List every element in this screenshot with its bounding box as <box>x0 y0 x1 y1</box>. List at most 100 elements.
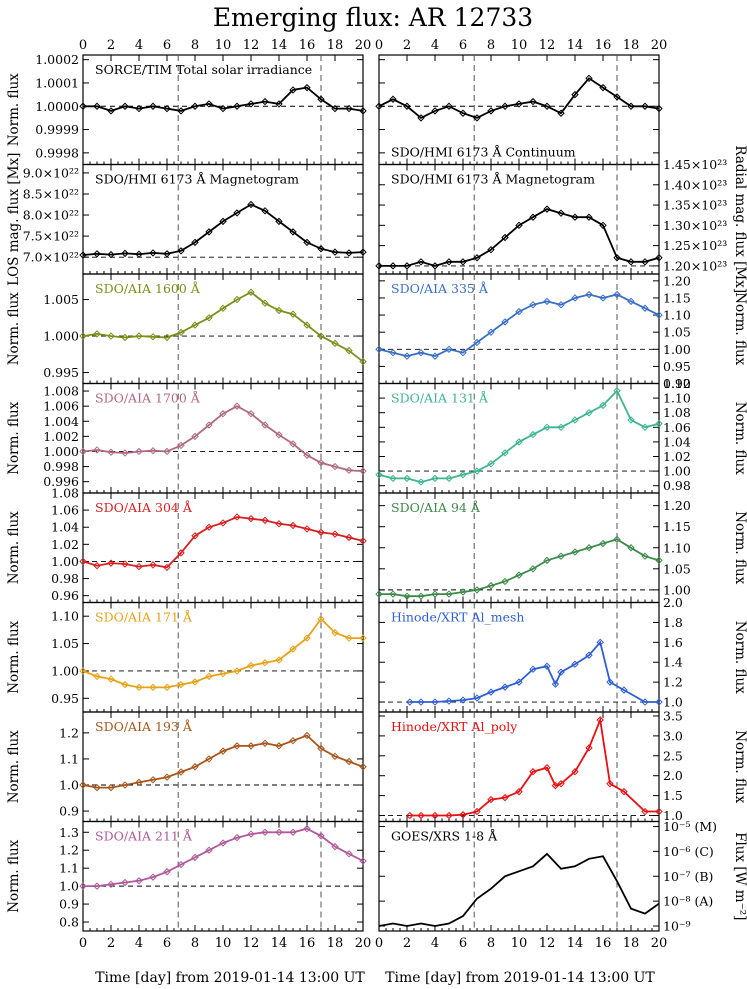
data-point <box>233 102 241 110</box>
series-line-aia94 <box>379 538 660 598</box>
data-point <box>177 328 185 337</box>
y-tick-label: 1.05 <box>51 636 79 651</box>
data-point <box>375 102 383 110</box>
data-point <box>177 860 185 869</box>
data-point <box>135 683 143 692</box>
panel-label: SDO/HMI 6173 Å Magnetogram <box>391 172 595 187</box>
y-tick-label: 1.0 <box>59 778 79 793</box>
data-point <box>627 102 635 110</box>
y-tick-label: 9.0×10²² <box>23 165 79 180</box>
y-axis-label: Norm. flux <box>6 401 22 474</box>
data-point <box>261 207 269 215</box>
x-tick-label-top: 12 <box>539 38 556 53</box>
data-point <box>331 104 339 113</box>
data-point <box>177 680 185 689</box>
y-axis-label: Norm. flux <box>6 511 22 584</box>
x-tick-label-bottom: 2 <box>107 936 115 951</box>
x-tick-label-bottom: 16 <box>299 936 316 951</box>
data-point <box>627 416 635 424</box>
data-point <box>275 306 283 315</box>
data-point <box>473 586 481 594</box>
data-point <box>79 102 87 110</box>
data-point <box>275 828 283 836</box>
series-line-aia193 <box>82 734 364 789</box>
data-point <box>331 248 339 256</box>
data-point <box>431 107 439 115</box>
data-point <box>655 698 663 706</box>
data-point <box>331 462 339 471</box>
data-point <box>205 672 213 681</box>
data-point <box>317 459 325 467</box>
data-point <box>599 401 607 410</box>
data-point <box>473 338 481 347</box>
data-point <box>501 683 509 691</box>
data-point <box>529 430 537 439</box>
data-point <box>205 421 213 429</box>
y-tick-label: 1.04 <box>51 520 79 535</box>
data-point <box>613 254 621 262</box>
data-point <box>551 781 560 790</box>
data-point <box>149 333 157 341</box>
panel-xrt_poly: 1.0 1.5 2.0 2.5 3.0 3.5 Hinode/XRT Al_poly Norm… <box>378 708 747 823</box>
data-point <box>93 783 101 792</box>
data-point <box>417 811 425 820</box>
data-point <box>599 539 607 548</box>
data-point <box>459 696 467 704</box>
data-point <box>233 513 241 521</box>
data-point <box>205 100 213 108</box>
y-tick-label: 1.8 <box>663 615 683 630</box>
y-tick-label: 1.1 <box>59 861 79 876</box>
panel-radial: 1.20×10²³ 1.25×10²³ 1.30×10²³ 1.35×10²³ 1.40… <box>375 145 747 293</box>
data-point <box>107 448 115 456</box>
data-point <box>487 107 495 115</box>
data-point <box>317 245 325 253</box>
data-point <box>107 880 115 889</box>
data-point <box>359 537 367 545</box>
data-point <box>551 680 560 688</box>
panel-aia171: 0.95 1.00 1.05 1.10 SDO/AIA 171 Å Norm. flux <box>6 601 367 713</box>
data-point <box>359 634 367 642</box>
data-point <box>261 739 269 747</box>
data-point <box>289 440 297 448</box>
data-point <box>247 661 255 670</box>
data-point <box>515 571 523 579</box>
data-point <box>149 447 157 455</box>
data-point <box>219 409 227 418</box>
data-point <box>627 258 635 266</box>
x-tick-label-top: 6 <box>163 38 171 53</box>
data-point <box>163 868 171 876</box>
data-point <box>219 217 227 226</box>
data-point <box>303 525 311 533</box>
data-point <box>406 811 414 820</box>
data-point <box>331 752 339 761</box>
data-point <box>233 209 241 217</box>
data-point <box>303 824 311 833</box>
panel-label: Hinode/XRT Al_poly <box>391 719 518 734</box>
x-tick-label-top: 14 <box>567 38 584 53</box>
y-tick-label: 1.5 <box>663 788 683 803</box>
data-point <box>191 532 199 540</box>
data-point <box>375 345 383 353</box>
y-tick-label: 1.20×10²³ <box>663 258 727 273</box>
data-point <box>219 304 227 313</box>
data-point <box>289 645 297 653</box>
y-tick-label: 10⁻⁸ (A) <box>663 894 713 909</box>
y-axis-label: Norm. flux <box>732 730 747 803</box>
figure-title: Emerging flux: AR 12733 <box>213 3 533 32</box>
y-tick-label: 1.40×10²³ <box>663 177 727 192</box>
data-point <box>233 742 241 750</box>
x-tick-label-top: 16 <box>299 38 316 53</box>
x-tick-label-top: 14 <box>271 38 288 53</box>
data-point <box>163 563 171 572</box>
data-point <box>487 688 495 696</box>
data-point <box>529 565 537 573</box>
data-point <box>177 107 185 115</box>
y-axis-label: Radial mag. flux [Mx] <box>732 145 747 293</box>
data-point <box>107 675 115 683</box>
data-point <box>459 588 467 596</box>
data-point <box>501 233 509 242</box>
y-tick-label: 8.5×10²² <box>23 186 79 201</box>
data-point <box>606 678 614 686</box>
data-point <box>261 421 269 429</box>
data-point <box>121 560 129 568</box>
